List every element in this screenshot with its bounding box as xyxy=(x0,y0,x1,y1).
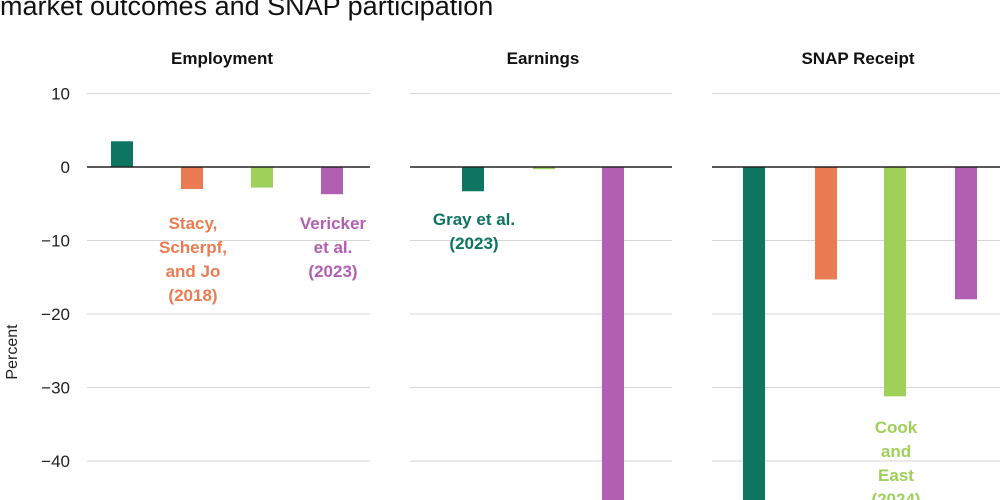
annotation-line: Gray et al. xyxy=(433,210,515,229)
bar-annotation: Cook and East (2024) xyxy=(871,418,920,500)
annotation-line: (2023) xyxy=(449,234,498,253)
bar-annotation: Vericker et al. (2023) xyxy=(300,214,367,281)
bar-annotation: Stacy, Scherpf, and Jo (2018) xyxy=(159,214,227,305)
panel-title: Earnings xyxy=(507,49,580,68)
annotation-line: (2024) xyxy=(871,490,920,500)
bar xyxy=(533,167,555,170)
y-tick-label: −20 xyxy=(41,305,70,324)
bar xyxy=(251,167,273,188)
bar xyxy=(602,167,624,500)
annotation-line: and Jo xyxy=(166,262,221,281)
annotation-line: (2018) xyxy=(168,286,217,305)
annotation-line: Cook xyxy=(875,418,918,437)
y-tick-label: −30 xyxy=(41,379,70,398)
y-tick-label: 10 xyxy=(51,85,70,104)
bar xyxy=(884,167,906,397)
bar xyxy=(321,167,343,195)
y-tick-label: −10 xyxy=(41,232,70,251)
annotation-line: Scherpf, xyxy=(159,238,227,257)
bar xyxy=(111,141,133,167)
annotation-line: Vericker xyxy=(300,214,367,233)
annotation-line: (2023) xyxy=(308,262,357,281)
annotation-line: Stacy, xyxy=(169,214,218,233)
bar-annotation: Gray et al. (2023) xyxy=(433,210,515,253)
bar xyxy=(181,167,203,190)
y-tick-label: −40 xyxy=(41,452,70,471)
annotation-line: and xyxy=(881,442,911,461)
panel-title: Employment xyxy=(171,49,273,68)
bar xyxy=(743,167,765,500)
annotation-line: East xyxy=(878,466,914,485)
bar xyxy=(955,167,977,300)
bar xyxy=(815,167,837,280)
chart-title: market outcomes and SNAP participation xyxy=(0,0,494,21)
panel-title: SNAP Receipt xyxy=(801,49,914,68)
y-tick-label: 0 xyxy=(61,158,70,177)
annotation-line: et al. xyxy=(314,238,353,257)
y-axis-title: Percent xyxy=(4,324,21,380)
bar xyxy=(462,167,484,192)
